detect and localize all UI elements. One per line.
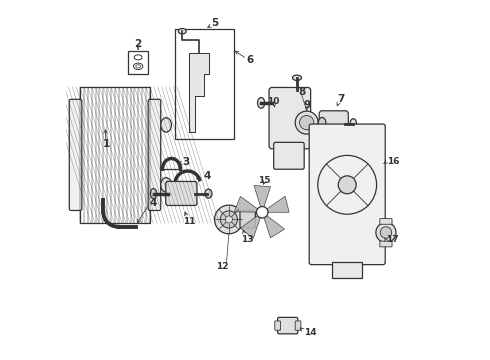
Ellipse shape (161, 118, 171, 132)
Text: 6: 6 (247, 55, 254, 65)
Circle shape (295, 111, 318, 134)
FancyBboxPatch shape (269, 87, 311, 149)
Ellipse shape (350, 119, 357, 129)
Circle shape (380, 227, 392, 238)
Text: 4: 4 (204, 171, 211, 181)
Ellipse shape (318, 117, 326, 130)
Ellipse shape (258, 98, 265, 108)
Circle shape (215, 205, 243, 234)
FancyBboxPatch shape (380, 241, 392, 247)
FancyBboxPatch shape (309, 124, 385, 265)
Polygon shape (262, 212, 285, 238)
FancyBboxPatch shape (319, 111, 348, 136)
Text: 11: 11 (183, 217, 196, 226)
FancyBboxPatch shape (332, 262, 362, 278)
Bar (175, 30, 234, 139)
Text: 12: 12 (216, 262, 228, 271)
Circle shape (225, 216, 232, 223)
FancyBboxPatch shape (166, 181, 197, 206)
FancyBboxPatch shape (278, 318, 298, 334)
Text: 15: 15 (258, 176, 271, 185)
FancyBboxPatch shape (380, 219, 392, 224)
Text: 13: 13 (241, 235, 254, 244)
Text: 17: 17 (386, 235, 398, 244)
Bar (80, 87, 150, 223)
FancyBboxPatch shape (275, 321, 280, 330)
FancyBboxPatch shape (240, 211, 255, 228)
Circle shape (299, 116, 314, 130)
Text: 8: 8 (298, 87, 305, 97)
Text: 1: 1 (103, 139, 111, 149)
FancyBboxPatch shape (69, 99, 82, 211)
Polygon shape (234, 197, 262, 212)
FancyBboxPatch shape (148, 99, 161, 211)
Ellipse shape (293, 75, 301, 81)
Polygon shape (254, 185, 270, 212)
Circle shape (338, 176, 356, 194)
Text: 3: 3 (182, 157, 190, 167)
FancyBboxPatch shape (274, 142, 304, 169)
Ellipse shape (178, 28, 186, 34)
Polygon shape (262, 196, 289, 212)
Circle shape (220, 211, 238, 228)
Ellipse shape (161, 178, 171, 192)
Text: 14: 14 (304, 328, 317, 337)
FancyBboxPatch shape (295, 321, 301, 330)
Text: 7: 7 (338, 94, 345, 104)
Text: 2: 2 (135, 40, 142, 49)
Text: 16: 16 (387, 157, 399, 166)
Ellipse shape (205, 189, 212, 198)
Circle shape (376, 222, 396, 243)
Circle shape (256, 207, 268, 218)
Polygon shape (241, 212, 262, 239)
Text: 5: 5 (211, 18, 218, 28)
Text: 10: 10 (268, 96, 280, 105)
Text: 4: 4 (150, 198, 157, 208)
Ellipse shape (150, 189, 157, 199)
Polygon shape (190, 53, 209, 132)
Text: 9: 9 (303, 100, 311, 110)
